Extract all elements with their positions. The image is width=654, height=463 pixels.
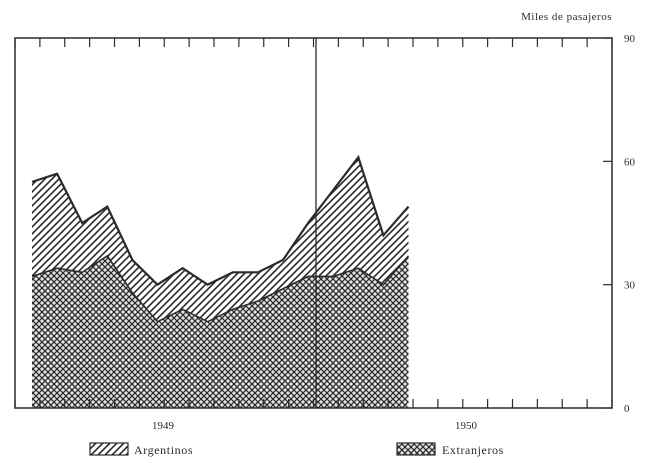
y-tick-label: 30 bbox=[624, 280, 636, 292]
area-layers bbox=[32, 157, 409, 408]
area-argentinos bbox=[32, 157, 409, 322]
legend-label-argentinos: Argentinos bbox=[134, 443, 193, 457]
axis-ticks bbox=[14, 37, 613, 409]
line-total bbox=[31, 154, 410, 287]
line-extranjeros bbox=[31, 254, 410, 323]
y-tick-label: 60 bbox=[624, 156, 636, 168]
year-label-1949: 1949 bbox=[152, 420, 175, 432]
legend-label-extranjeros: Extranjeros bbox=[442, 443, 504, 457]
y-tick-label: 90 bbox=[624, 33, 636, 45]
y-tick-label: 0 bbox=[624, 403, 630, 415]
legend-swatch-argentinos bbox=[89, 442, 129, 456]
year-label-1950: 1950 bbox=[455, 420, 478, 432]
unit-label: Miles de pasajeros bbox=[521, 11, 612, 23]
series-lines bbox=[31, 154, 410, 323]
legend-swatch-extranjeros bbox=[396, 442, 436, 456]
y-tick-labels: 0 30 60 90 bbox=[624, 33, 636, 415]
area-extranjeros bbox=[32, 255, 409, 408]
legend: Argentinos Extranjeros bbox=[89, 442, 504, 457]
